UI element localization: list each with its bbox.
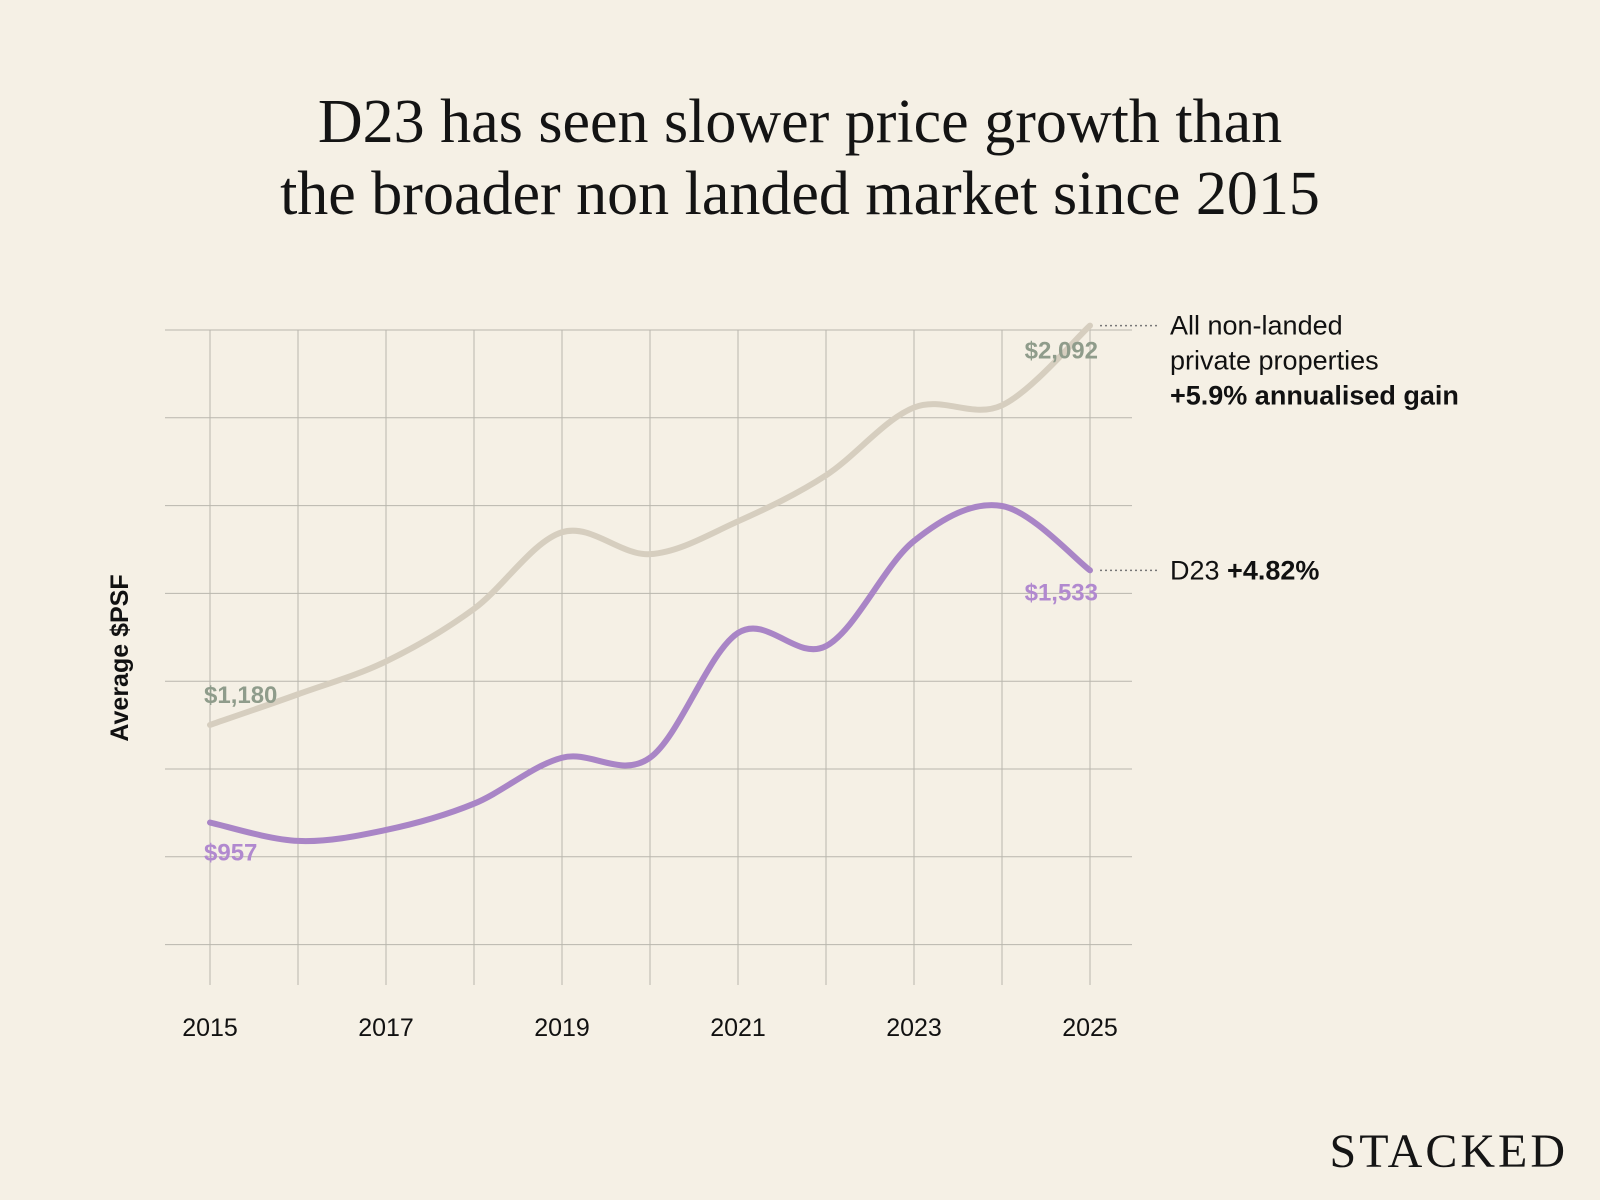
d23-legend-label: D23 +4.82% [1170,555,1319,585]
x-tick-label: 2015 [182,1014,238,1042]
all-non-landed-start-value-label: $1,180 [204,682,277,709]
all-non-landed-series-line [207,322,1093,728]
all-non-landed-legend-gain: +5.9% annualised gain [1170,381,1459,411]
chart-series-lines [207,322,1093,845]
x-tick-label: 2019 [534,1014,590,1042]
x-tick-label: 2025 [1062,1014,1118,1042]
chart-title-line-2: the broader non landed market since 2015 [280,160,1320,228]
chart-title-line-1: D23 has seen slower price growth than [317,88,1283,156]
d23-end-value-label: $1,533 [1025,579,1098,606]
d23-start-value-label: $957 [204,840,257,867]
d23-series-line [207,502,1093,845]
all-non-landed-legend-line: private properties [1170,346,1379,376]
x-axis-ticks: 2015 2017 2019 2021 2023 2025 [182,1014,1118,1042]
stacked-logo: STACKED [1329,1125,1568,1178]
chart-title: D23 has seen slower price growth than th… [0,86,1600,230]
x-tick-label: 2023 [886,1014,942,1042]
y-axis-label: Average $PSF [106,574,134,741]
chart-grid [165,329,1132,985]
chart-labels: $1,180 $2,092 All non-landed private proper… [204,311,1459,867]
all-non-landed-legend-line: All non-landed [1170,311,1343,341]
x-tick-label: 2017 [358,1014,414,1042]
x-tick-label: 2021 [710,1014,766,1042]
all-non-landed-end-value-label: $2,092 [1025,338,1098,365]
